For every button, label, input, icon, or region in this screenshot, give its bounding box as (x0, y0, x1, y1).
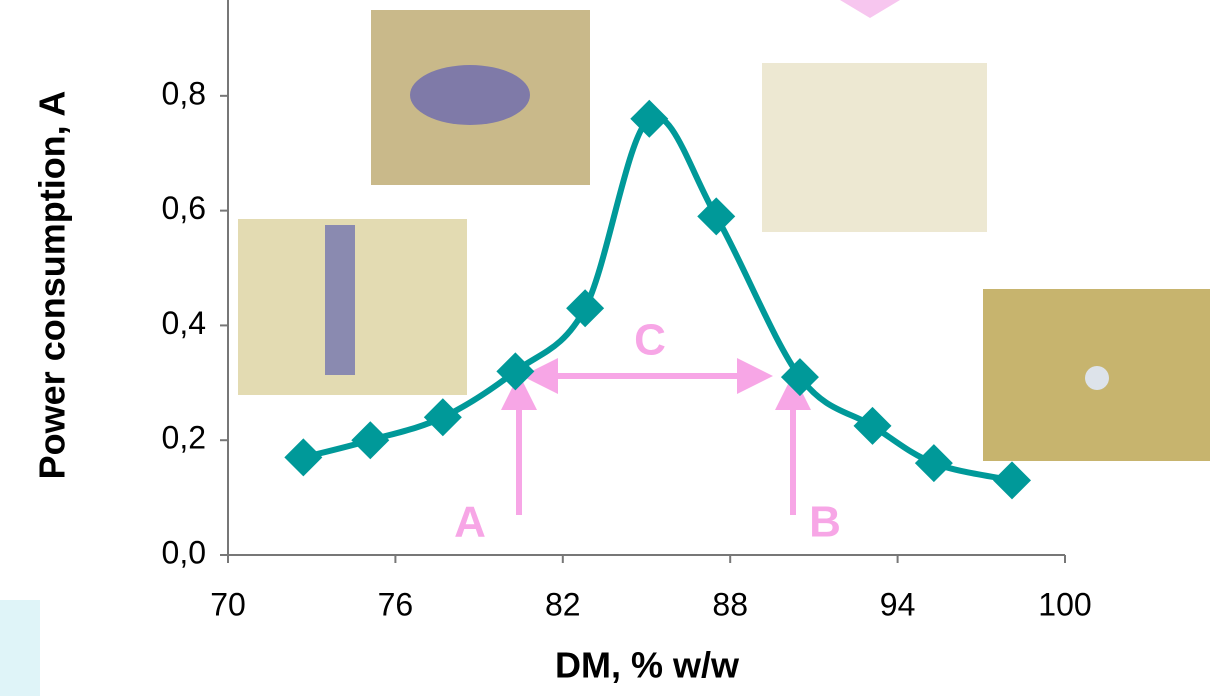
marker (915, 444, 953, 482)
y-tick-label: 0,8 (162, 75, 206, 111)
x-tick-label: 76 (378, 586, 414, 622)
x-axis-label: DM, % w/w (555, 645, 740, 686)
x-tick-label: 88 (712, 586, 748, 622)
marker (351, 421, 389, 459)
y-axis-label: Power consumption, A (32, 91, 73, 480)
photo-detail (410, 65, 530, 125)
y-tick-label: 0,6 (162, 190, 206, 226)
marker (697, 197, 735, 235)
marker (853, 407, 891, 445)
decor (0, 600, 40, 696)
x-tick-label: 94 (880, 586, 916, 622)
decor (840, 0, 900, 18)
chart: DM, % w/w Power consumption, A A B C 0,0… (0, 0, 1210, 696)
photo-detail (1085, 366, 1109, 390)
marker (993, 461, 1031, 499)
y-tick-label: 0,0 (162, 534, 206, 570)
marker (284, 438, 322, 476)
marker (424, 398, 462, 436)
annotation: A (454, 498, 486, 547)
photo (762, 63, 987, 232)
x-tick-label: 100 (1038, 586, 1091, 622)
x-tick-label: 82 (545, 586, 581, 622)
marker (630, 100, 668, 138)
x-tick-label: 70 (210, 586, 246, 622)
y-tick-label: 0,2 (162, 420, 206, 456)
page: {"chart_data":{"type":"line","x_label":"… (0, 0, 1210, 696)
y-tick-label: 0,4 (162, 305, 206, 341)
annotation: B (809, 498, 841, 547)
annotation: C (634, 316, 666, 365)
photo-detail (325, 225, 355, 375)
marker (566, 289, 604, 327)
